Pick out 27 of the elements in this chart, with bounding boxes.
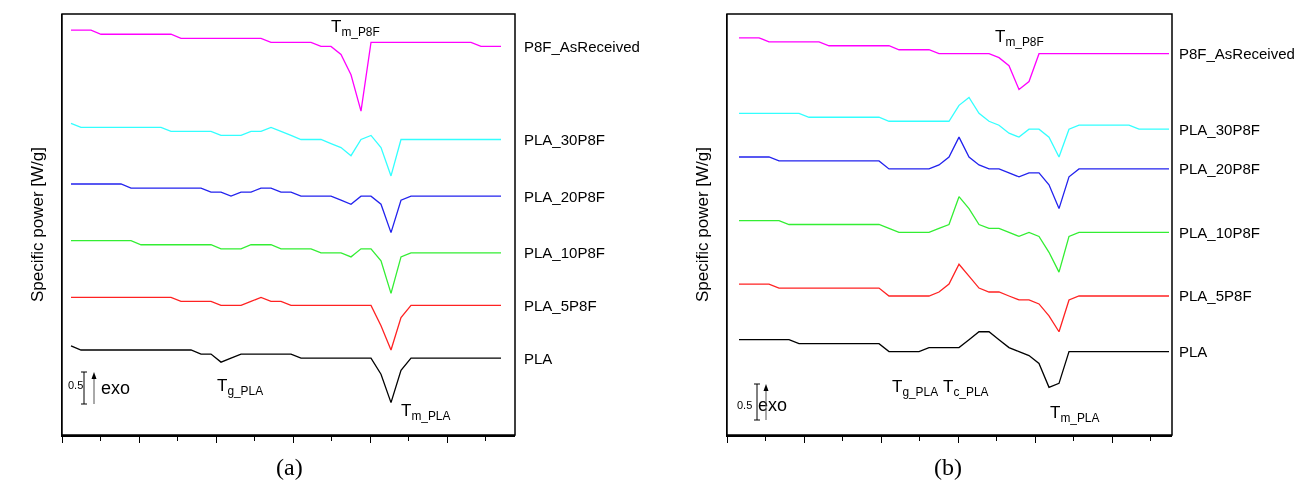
series-label: PLA_20P8F <box>1179 160 1260 177</box>
text: (a) <box>276 454 303 480</box>
annotation: T$_{m_PLA}$ <box>401 401 451 423</box>
annotation: 0.5 <box>737 399 753 411</box>
series-label: P8F_AsReceived <box>524 38 640 55</box>
y-axis-title: Specific power [W/g] <box>693 147 713 302</box>
series-label: P8F_AsReceived <box>1179 45 1295 62</box>
series-label: PLA <box>1179 343 1208 360</box>
series-label: PLA_20P8F <box>524 188 605 205</box>
annotation: T$_{g_PLA}$ <box>892 377 939 399</box>
annotation: exo <box>101 378 131 398</box>
annotation: T$_{m_P8F}$ <box>995 27 1044 49</box>
annotation: T$_{c_PLA}$ <box>943 377 989 399</box>
annotation: T$_{m_P8F}$ <box>331 17 380 39</box>
series-label: PLA <box>524 350 553 367</box>
annotation: 0.5 <box>68 379 84 391</box>
series-label: PLA_5P8F <box>524 297 597 314</box>
series-label: PLA_30P8F <box>524 131 605 148</box>
annotation: T$_{g_PLA}$ <box>217 376 264 398</box>
series-label: PLA_30P8F <box>1179 121 1260 138</box>
series-label: PLA_10P8F <box>1179 224 1260 241</box>
annotation: exo <box>758 395 788 415</box>
annotation: T$_{m_PLA}$ <box>1050 403 1100 425</box>
text: (b) <box>934 454 962 480</box>
y-axis-title: Specific power [W/g] <box>28 147 48 302</box>
series-label: PLA_10P8F <box>524 244 605 261</box>
series-label: PLA_5P8F <box>1179 287 1252 304</box>
